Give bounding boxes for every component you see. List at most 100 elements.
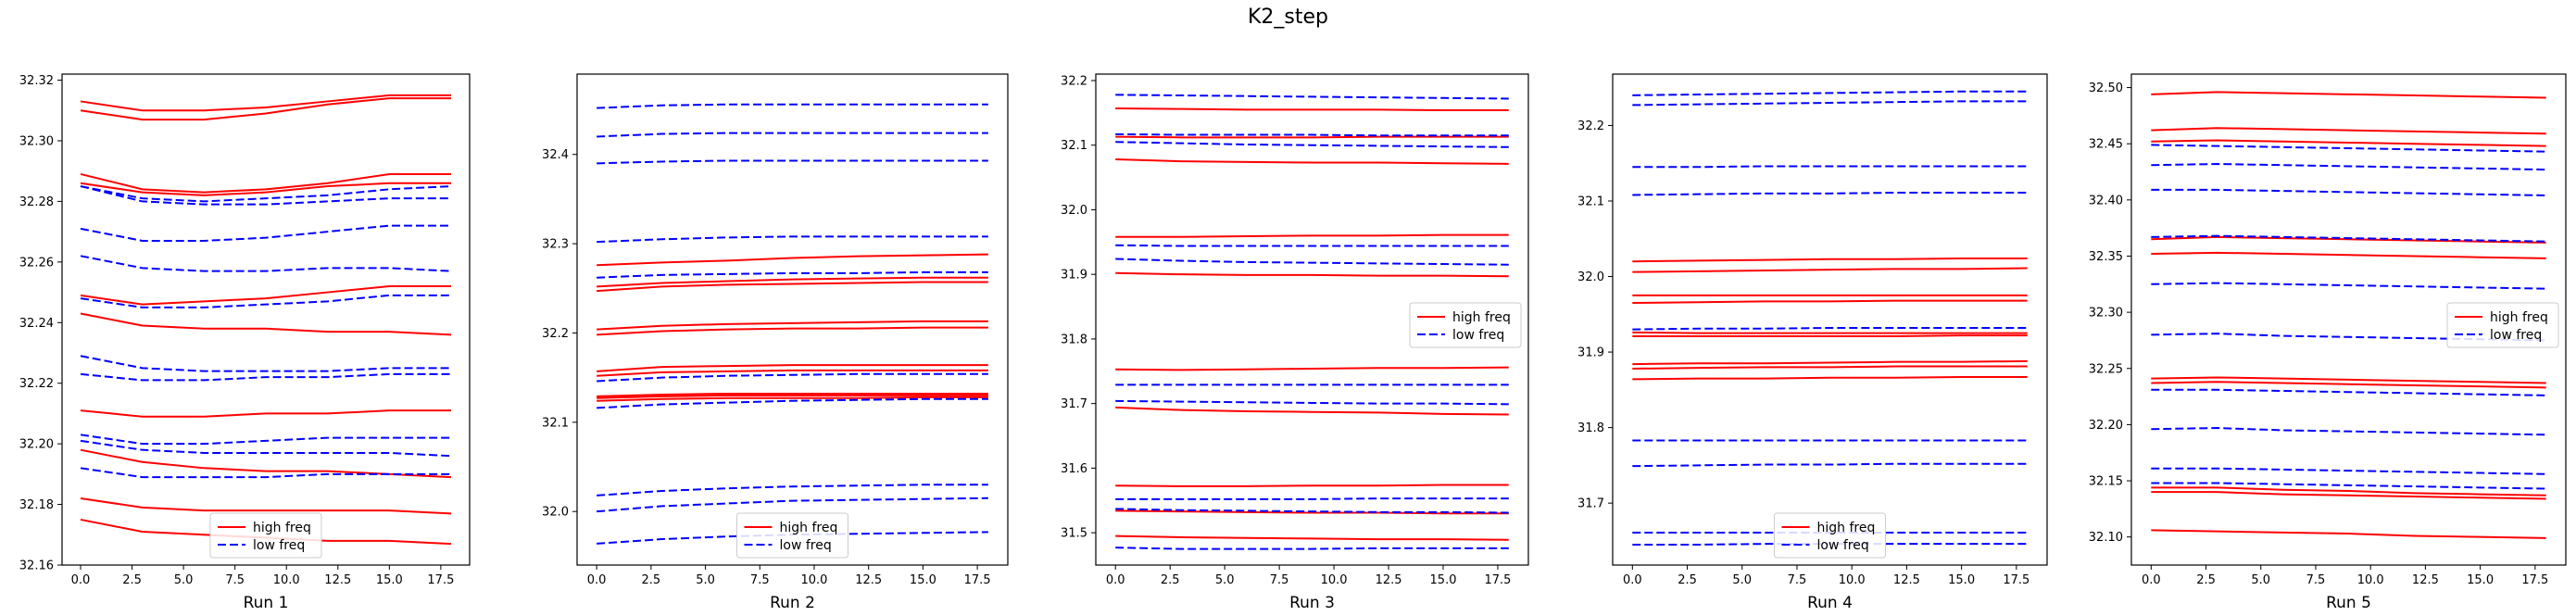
high-freq-series-line-8	[597, 392, 988, 397]
y-tick-label: 32.50	[2089, 82, 2123, 95]
y-tick-label: 32.2	[1577, 119, 1604, 133]
x-tick-label: 0.0	[2142, 573, 2161, 587]
high-freq-series-line-5	[2151, 251, 2546, 259]
high-freq-series-line-1	[80, 94, 451, 112]
plot-frame	[61, 73, 471, 566]
high-freq-series-line-4	[2151, 235, 2546, 244]
y-tick-label: 32.0	[1577, 270, 1604, 284]
x-tick-label: 12.5	[1376, 573, 1402, 587]
legend-label-high-freq: high freq	[1452, 310, 1511, 325]
figure-title: K2_step	[1247, 6, 1328, 29]
high-freq-series-line-6	[1115, 366, 1509, 371]
x-tick-label: 10.0	[801, 573, 828, 587]
x-tick-label: 12.5	[855, 573, 882, 587]
low-freq-series-line-15	[80, 294, 451, 308]
low-freq-series-line-12	[2151, 163, 2546, 171]
y-tick-label: 32.18	[19, 498, 54, 512]
plot-frame	[576, 73, 1009, 566]
low-freq-series-line-13	[1115, 141, 1509, 148]
legend: high freq low freq	[1774, 512, 1886, 559]
plot-frame	[2130, 73, 2567, 566]
y-tick-label: 32.20	[19, 438, 54, 452]
y-tick-label: 31.7	[1061, 397, 1087, 411]
low-freq-series-line-19	[80, 439, 452, 458]
high-freq-series-line-7	[1115, 406, 1509, 416]
y-tick-label: 32.40	[2089, 194, 2123, 207]
high-freq-series-line-2	[80, 97, 451, 121]
x-tick-label: 5.0	[1215, 573, 1235, 587]
chart-panel-2: 0.0 2.5 5.0 7.5 10.0 12.5 15.0 17.5 32.0 32.1 32.2…	[542, 73, 1009, 612]
y-tick-label: 31.7	[1577, 497, 1604, 511]
low-freq-series-line-12	[597, 132, 988, 138]
y-tick-label: 32.0	[542, 506, 569, 520]
high-freq-series-line-7	[80, 409, 451, 418]
x-tick-label: 17.5	[2003, 573, 2029, 587]
high-freq-series-line-5	[80, 285, 451, 306]
low-freq-series-line-18	[597, 484, 988, 497]
x-tick-label: 17.5	[2521, 573, 2548, 587]
y-tick-label: 31.8	[1577, 421, 1604, 435]
high-freq-series-line-7	[2151, 381, 2546, 389]
x-tick-label: 2.5	[1678, 573, 1697, 587]
chart-panel-1: 0.0 2.5 5.0 7.5 10.0 12.5 15.0 17.5 32.16 32.18 32…	[19, 73, 471, 612]
high-freq-series-line-8	[80, 448, 452, 479]
low-freq-series-line-12	[1115, 132, 1509, 137]
low-freq-series-line-14	[597, 235, 988, 244]
low-freq-series-line-16	[80, 355, 451, 372]
x-axis-label: Run 2	[770, 594, 815, 612]
y-tick-label: 32.16	[19, 559, 54, 573]
x-tick-label: 17.5	[964, 573, 991, 587]
y-tick-label: 31.8	[1061, 333, 1087, 346]
y-tick-label: 32.35	[2089, 250, 2123, 264]
x-axis-label: Run 3	[1289, 594, 1335, 612]
low-freq-series-line-18	[2151, 427, 2546, 436]
low-freq-series-line-19	[1115, 508, 1509, 514]
low-freq-series-line-18	[1115, 497, 1509, 500]
legend-box	[1774, 512, 1886, 559]
low-freq-series-line-17	[2151, 388, 2546, 396]
x-tick-label: 0.0	[587, 573, 607, 587]
low-freq-series-line-17	[1115, 399, 1509, 406]
y-tick-label: 32.10	[2089, 531, 2123, 545]
legend-label-high-freq: high freq	[780, 521, 838, 535]
high-freq-series-line-6	[597, 364, 988, 372]
y-tick-label: 32.1	[1577, 195, 1604, 208]
low-freq-series-line-11	[1632, 100, 2028, 107]
y-tick-label: 32.24	[19, 317, 54, 331]
low-freq-series-line-13	[1632, 192, 2028, 196]
high-freq-series-line-1	[1115, 107, 1509, 112]
x-tick-label: 10.0	[273, 573, 300, 587]
y-tick-label: 32.26	[19, 256, 54, 270]
low-freq-series-line-15	[2151, 282, 2546, 290]
high-freq-series-line-8	[1632, 365, 2028, 370]
low-freq-series-line-16	[597, 372, 988, 383]
x-tick-label: 0.0	[1106, 573, 1125, 587]
y-tick-label: 32.15	[2089, 475, 2123, 489]
legend-label-low-freq: low freq	[1452, 328, 1504, 343]
high-freq-series-line-6	[1632, 334, 2028, 337]
low-freq-series-line-10	[1632, 90, 2028, 96]
x-tick-label: 15.0	[376, 573, 403, 587]
x-tick-label: 5.0	[2251, 573, 2270, 587]
high-freq-series-line-2	[2151, 127, 2546, 135]
low-freq-series-line-11	[1115, 94, 1509, 100]
legend-label-high-freq: high freq	[2490, 310, 2548, 325]
x-tick-label: 10.0	[2357, 573, 2384, 587]
x-tick-label: 7.5	[1788, 573, 1807, 587]
low-freq-series-line-12	[80, 185, 451, 206]
y-tick-label: 31.9	[1577, 346, 1604, 360]
y-tick-label: 31.6	[1061, 462, 1087, 476]
y-tick-label: 32.30	[19, 134, 54, 148]
x-tick-label: 0.0	[1623, 573, 1642, 587]
x-tick-label: 17.5	[1485, 573, 1512, 587]
legend-label-low-freq: low freq	[1817, 538, 1869, 553]
y-tick-label: 32.20	[2089, 419, 2123, 433]
y-tick-label: 32.0	[1061, 204, 1087, 218]
high-freq-series-line-7	[597, 369, 988, 377]
high-freq-series-line-8	[1115, 484, 1509, 487]
y-tick-label: 32.3	[542, 238, 569, 252]
x-tick-label: 12.5	[324, 573, 351, 587]
high-freq-series-line-4	[1115, 233, 1509, 238]
legend-label-low-freq: low freq	[253, 538, 305, 553]
x-axis-label: Run 1	[244, 594, 289, 612]
